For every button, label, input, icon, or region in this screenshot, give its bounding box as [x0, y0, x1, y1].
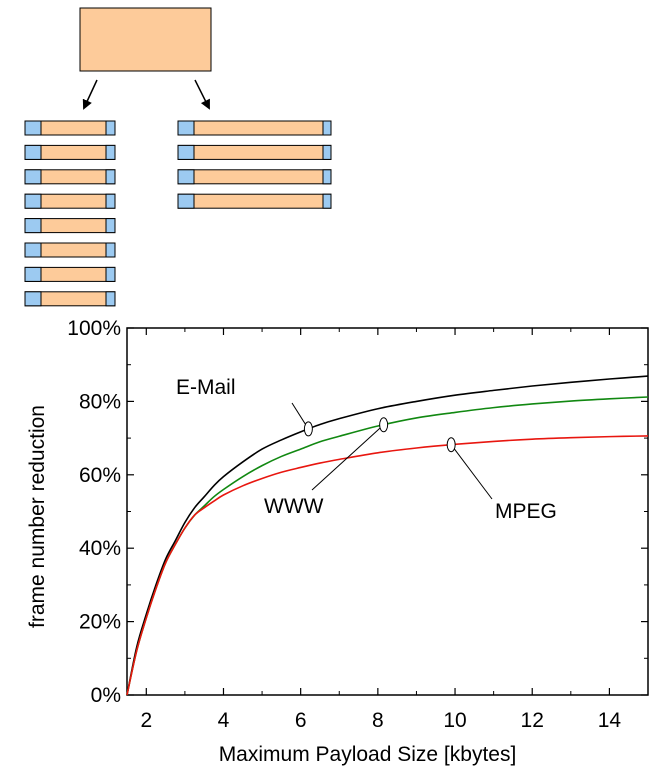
frame-trailer	[322, 193, 332, 209]
frame-payload	[177, 169, 332, 185]
frame-header	[177, 144, 195, 160]
frame	[177, 144, 332, 160]
reduction-chart: 2 4 6 8 10 12 14 0% 20% 40% 60% 80% 100% E-Mail WWW M…	[26, 317, 649, 766]
frame-trailer	[105, 266, 116, 282]
fragmentation-diagram	[24, 7, 332, 307]
annotation-marker-www	[379, 417, 389, 433]
x-tick-label: 6	[295, 709, 307, 732]
series-line-mpeg	[126, 435, 649, 696]
fragmentation-arrows	[82, 79, 210, 110]
x-axis-label: Maximum Payload Size [kbytes]	[219, 743, 517, 766]
annotation-leader-mpeg	[450, 444, 493, 500]
frame-header	[24, 242, 42, 258]
y-tick-label: 20%	[79, 611, 121, 634]
frame-header	[177, 120, 195, 136]
series-lines	[126, 375, 649, 696]
annotation-marker-mpeg	[446, 437, 456, 453]
arrow-left	[82, 79, 98, 110]
frame-trailer	[322, 144, 332, 160]
frame	[177, 169, 332, 185]
original-packet	[79, 7, 212, 72]
x-tick-label: 14	[598, 709, 622, 732]
frame	[24, 218, 116, 234]
x-tick-label: 12	[521, 709, 544, 732]
frame-header	[24, 144, 42, 160]
y-tick-label: 80%	[79, 390, 121, 413]
frame-trailer	[105, 144, 116, 160]
annotation-marker-e-mail	[303, 421, 313, 437]
frame-header	[24, 266, 42, 282]
large-frame-stack	[177, 120, 332, 209]
frame	[24, 291, 116, 307]
frame	[24, 242, 116, 258]
x-axis: 2 4 6 8 10 12 14	[140, 328, 621, 732]
series-annotations: E-Mail WWW MPEG	[176, 376, 557, 523]
annotation-label-mpeg: MPEG	[495, 500, 557, 523]
frame-header	[177, 193, 195, 209]
frame	[177, 120, 332, 136]
frame	[24, 193, 116, 209]
x-tick-label: 2	[140, 709, 152, 732]
y-tick-label: 60%	[79, 464, 121, 487]
small-frame-stack	[24, 120, 116, 307]
frame-header	[24, 169, 42, 185]
frame-trailer	[105, 242, 116, 258]
frame	[24, 169, 116, 185]
frame-trailer	[105, 218, 116, 234]
frame-trailer	[105, 169, 116, 185]
frame-payload	[177, 144, 332, 160]
frame	[24, 144, 116, 160]
y-axis-label: frame number reduction	[26, 405, 49, 628]
x-tick-label: 8	[372, 709, 384, 732]
frame-header	[24, 291, 42, 307]
x-tick-label: 4	[218, 709, 230, 732]
frame-header	[177, 169, 195, 185]
frame-payload	[177, 193, 332, 209]
frame-trailer	[322, 169, 332, 185]
annotation-leader-www	[311, 424, 384, 491]
frame-trailer	[105, 193, 116, 209]
frame-header	[24, 193, 42, 209]
frame-header	[24, 120, 42, 136]
annotation-label-e-mail: E-Mail	[176, 376, 236, 399]
frame	[177, 193, 332, 209]
frame	[24, 120, 116, 136]
frame-trailer	[322, 120, 332, 136]
y-tick-label: 40%	[79, 537, 121, 560]
frame-payload	[177, 120, 332, 136]
y-tick-label: 100%	[67, 317, 121, 340]
arrow-right	[194, 79, 210, 110]
frame-header	[24, 218, 42, 234]
series-line-e-mail	[126, 375, 649, 696]
y-axis: 0% 20% 40% 60% 80% 100%	[67, 317, 648, 707]
series-line-www	[126, 396, 649, 696]
frame-trailer	[105, 291, 116, 307]
x-tick-label: 10	[443, 709, 466, 732]
frame-trailer	[105, 120, 116, 136]
y-tick-label: 0%	[91, 684, 121, 707]
frame	[24, 266, 116, 282]
annotation-label-www: WWW	[264, 495, 324, 518]
